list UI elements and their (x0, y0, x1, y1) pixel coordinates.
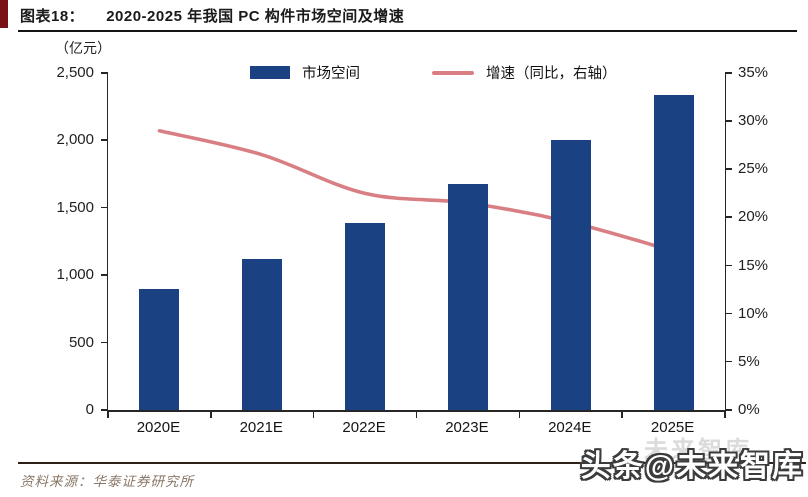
right-axis-tick-mark (725, 168, 732, 170)
right-axis-tick-mark (725, 360, 732, 363)
left-axis-tick-mark (101, 341, 108, 344)
right-axis-tick-mark (725, 120, 732, 122)
right-axis-tick-label: 30% (738, 112, 769, 130)
right-axis-tick-label: 5% (738, 352, 760, 370)
x-axis-tick-mark (621, 410, 623, 418)
line-series-swatch (432, 70, 474, 75)
left-axis-tick-mark (101, 409, 108, 411)
figure-caption-text: 2020-2025 年我国 PC 构件市场空间及增速 (106, 8, 405, 25)
x-axis-tick-mark (518, 410, 521, 418)
x-axis-label-2023E: 2023E (445, 419, 489, 436)
legend-label-market-space: 市场空间 (302, 66, 360, 82)
left-axis-tick-label: 2,000 (56, 131, 94, 149)
bar-2022E (345, 222, 386, 410)
x-axis-tick-mark (415, 410, 418, 418)
x-axis-label-2020E: 2020E (136, 419, 181, 436)
x-axis-tick-mark (724, 410, 726, 418)
bar-2023E (447, 183, 488, 410)
bar-2020E (139, 288, 180, 410)
left-axis-tick-label: 1,500 (56, 198, 94, 216)
x-axis-tick-mark (210, 410, 212, 418)
watermark-main-text: 头条@未来智库 (580, 450, 804, 483)
figure-caption-label: 图表18： (20, 8, 85, 25)
bar-2021E (242, 259, 283, 410)
right-axis-tick-mark (725, 312, 732, 315)
x-axis-label-2021E: 2021E (239, 419, 283, 436)
x-axis-tick-mark (107, 410, 109, 418)
bar-2024E (550, 140, 591, 410)
left-axis-tick-mark (101, 139, 108, 141)
x-axis-tick-mark (312, 410, 315, 418)
right-axis-tick-label: 25% (738, 160, 769, 178)
left-axis-tick-mark (101, 274, 108, 276)
left-axis-tick-label: 500 (68, 333, 94, 351)
left-axis-tick-label: 1,000 (56, 266, 94, 284)
growth-line-path (157, 129, 676, 253)
watermark: 未来智库 头条@未来智库 (580, 437, 804, 497)
left-axis-tick-mark (101, 206, 108, 209)
right-axis-tick-mark (725, 216, 732, 218)
watermark-ghost-text: 未来智库 (644, 437, 752, 464)
left-axis-unit-label: （亿元） (55, 41, 111, 57)
right-axis-tick-mark (725, 264, 732, 267)
legend-item-market-space: 市场空间 (250, 62, 360, 83)
left-axis-tick-label: 2,500 (56, 64, 94, 81)
left-axis-tick-mark (101, 72, 108, 74)
x-axis-label-2024E: 2024E (548, 419, 592, 436)
plot-area (101, 72, 732, 418)
footer-rule (18, 462, 806, 464)
x-axis-label-2022E: 2022E (342, 419, 386, 436)
right-axis-tick-label: 15% (738, 256, 769, 274)
chart-legend: 市场空间 增速（同比，右轴） (250, 62, 617, 83)
right-axis-tick-label: 20% (738, 208, 769, 226)
legend-label-growth: 增速（同比，右轴） (486, 66, 617, 82)
right-axis-tick-mark (725, 72, 732, 74)
figure-title: 图表18： 2020-2025 年我国 PC 构件市场空间及增速 (20, 5, 404, 26)
bar-2025E (653, 94, 694, 410)
bar-series-swatch (250, 66, 290, 79)
left-axis-tick-label: 0 (85, 401, 94, 418)
x-axis-label-2025E: 2025E (650, 419, 695, 436)
title-underline (18, 30, 797, 32)
right-axis-tick-label: 0% (738, 401, 760, 418)
right-axis-tick-label: 35% (738, 64, 769, 81)
legend-item-growth: 增速（同比，右轴） (432, 62, 617, 83)
growth-line-chart (157, 129, 676, 253)
right-axis-tick-label: 10% (738, 304, 769, 322)
source-text: 资料来源：华泰证券研究所 (20, 474, 194, 490)
right-axis-tick-mark (725, 409, 732, 411)
caption-accent-bar (0, 0, 8, 28)
